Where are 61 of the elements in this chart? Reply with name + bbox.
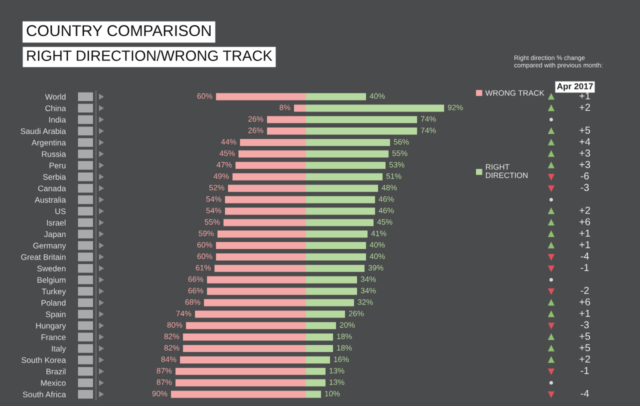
data-label: +5 — [580, 332, 590, 340]
data-label: -1 — [580, 367, 589, 374]
data-label: -6 — [580, 172, 589, 180]
y-tick-label: Peru — [50, 162, 66, 168]
data-label: -4 — [580, 390, 589, 397]
data-label: +2 — [580, 356, 590, 363]
y-tick-label: Canada — [38, 185, 66, 192]
y-tick-label: World — [45, 94, 66, 100]
y-tick-label: Australia — [34, 196, 66, 203]
data-label: +1 — [580, 92, 590, 100]
y-tick-label: US — [55, 208, 66, 214]
y-tick-label: Great Britain — [21, 254, 66, 260]
y-tick-label: Turkey — [42, 288, 66, 296]
chart-subtitle: RIGHT DIRECTION/WRONG TRACK — [27, 50, 272, 61]
y-tick-label: Brazil — [46, 368, 66, 374]
y-tick-label: Spain — [46, 311, 66, 319]
data-label: +4 — [580, 138, 590, 146]
bar — [306, 390, 322, 398]
y-tick-label: Poland — [42, 300, 66, 306]
y-tick-label: India — [49, 116, 66, 123]
y-tick-label: Sweden — [37, 265, 66, 272]
y-tick-label: Belgium — [38, 276, 66, 284]
text: Apr 2017 — [557, 83, 593, 92]
y-tick-label: France — [42, 334, 66, 340]
data-label: -1 — [580, 264, 589, 271]
data-label: +1 — [580, 230, 590, 237]
data-label: -3 — [580, 321, 589, 328]
bar — [306, 322, 336, 330]
chart-title: COUNTRY COMPARISON — [26, 25, 211, 36]
y-tick-label: Saudi Arabia — [20, 128, 66, 134]
bar — [306, 368, 326, 375]
data-label: +1 — [580, 241, 590, 248]
data-label: +5 — [580, 126, 590, 134]
data-label: +3 — [580, 160, 590, 168]
y-tick-label: South Korea — [22, 357, 66, 363]
y-tick-label: China — [45, 105, 66, 112]
data-label: -3 — [580, 184, 589, 191]
data-label: +3 — [580, 150, 590, 157]
y-tick-label: Germany — [33, 242, 66, 250]
y-tick-label: Russia — [42, 151, 66, 157]
y-tick-label: Israel — [47, 220, 66, 226]
y-tick-label: Serbia — [43, 174, 66, 180]
bar — [306, 356, 330, 364]
y-tick-label: Mexico — [41, 380, 66, 386]
data-label: +6 — [580, 218, 590, 226]
bar — [306, 334, 334, 341]
bar — [306, 379, 326, 386]
bar — [306, 344, 334, 352]
bar — [294, 104, 306, 112]
data-label: +5 — [580, 344, 590, 352]
data-label: -4 — [580, 252, 589, 260]
y-tick-label: Argentina — [32, 140, 66, 148]
y-tick-label: Hungary — [36, 322, 66, 330]
data-label: +1 — [580, 310, 590, 317]
y-tick-label: Japan — [44, 231, 66, 239]
y-tick-label: South Africa — [22, 391, 66, 398]
data-label: +2 — [580, 104, 590, 111]
data-label: +2 — [580, 206, 590, 214]
data-label: -2 — [580, 286, 589, 294]
y-tick-label: Italy — [52, 346, 66, 354]
data-label: +6 — [580, 298, 590, 306]
